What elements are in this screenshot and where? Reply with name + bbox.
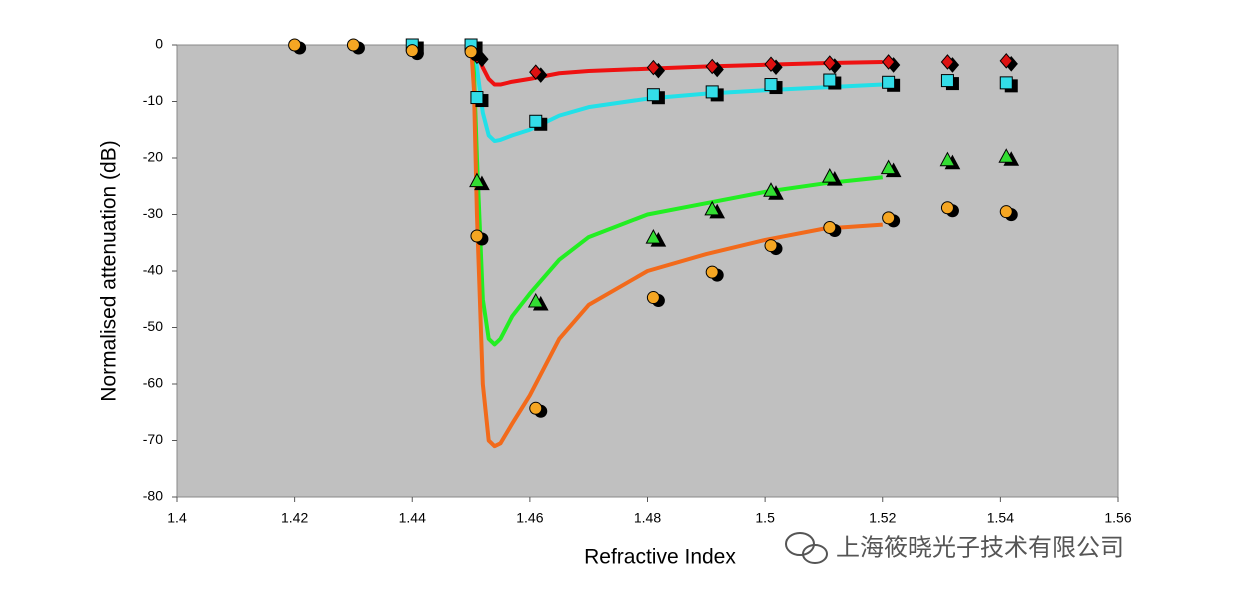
data-point [470, 229, 484, 243]
x-tick-label: 1.4 [167, 510, 187, 526]
data-point [882, 211, 896, 225]
x-tick-label: 1.56 [1104, 510, 1131, 526]
data-point [999, 205, 1013, 219]
x-tick-label: 1.44 [399, 510, 426, 526]
y-tick-label: -70 [143, 431, 163, 447]
data-point [999, 76, 1013, 90]
x-tick-label: 1.46 [516, 510, 543, 526]
data-point [704, 200, 721, 216]
y-tick-label: -30 [143, 205, 163, 221]
y-tick-label: -20 [143, 149, 163, 165]
data-point [646, 88, 660, 102]
data-point [646, 291, 660, 305]
data-point [823, 55, 837, 71]
curve [471, 43, 883, 144]
data-point [764, 239, 778, 253]
data-point [881, 54, 896, 70]
y-axis-label: Normalised attenuation (dB) [98, 140, 121, 401]
x-axis-label: Refractive Index [584, 546, 736, 569]
data-point [527, 292, 544, 308]
data-point [763, 182, 779, 197]
data-point [346, 38, 360, 52]
data-point [764, 56, 778, 72]
y-tick-label: -40 [143, 262, 163, 278]
data-point [529, 401, 543, 415]
x-tick-label: 1.5 [755, 510, 775, 526]
y-tick-label: -50 [143, 318, 163, 334]
data-point [470, 91, 484, 105]
data-point [998, 148, 1015, 163]
data-point [645, 229, 662, 244]
x-tick-label: 1.48 [634, 510, 661, 526]
data-point [764, 78, 778, 92]
curve [469, 44, 883, 449]
data-point [705, 265, 719, 279]
data-point [464, 45, 478, 59]
data-point [999, 53, 1013, 69]
data-point [880, 159, 897, 175]
data-point [882, 75, 896, 89]
y-tick-label: -10 [143, 92, 163, 108]
watermark-icon [785, 532, 828, 564]
data-point [288, 38, 302, 52]
y-tick-label: -80 [143, 488, 163, 504]
data-point [940, 54, 955, 70]
data-point [940, 74, 954, 88]
x-tick-label: 1.54 [987, 510, 1014, 526]
y-tick-label: -60 [143, 375, 163, 391]
x-tick-label: 1.42 [281, 510, 308, 526]
data-point [821, 168, 838, 183]
data-point [469, 172, 485, 188]
data-point [529, 114, 543, 128]
data-point [939, 151, 956, 167]
data-point [529, 64, 543, 80]
data-point [823, 73, 837, 87]
data-point [940, 201, 954, 215]
data-point [705, 58, 719, 75]
data-point [646, 59, 661, 76]
data-point [823, 220, 837, 234]
x-tick-label: 1.52 [869, 510, 896, 526]
curve [469, 44, 883, 347]
data-point [405, 44, 419, 58]
y-tick-label: 0 [155, 36, 163, 52]
watermark: 上海筱晓光子技术有限公司 [836, 534, 1124, 561]
data-point [705, 85, 719, 99]
